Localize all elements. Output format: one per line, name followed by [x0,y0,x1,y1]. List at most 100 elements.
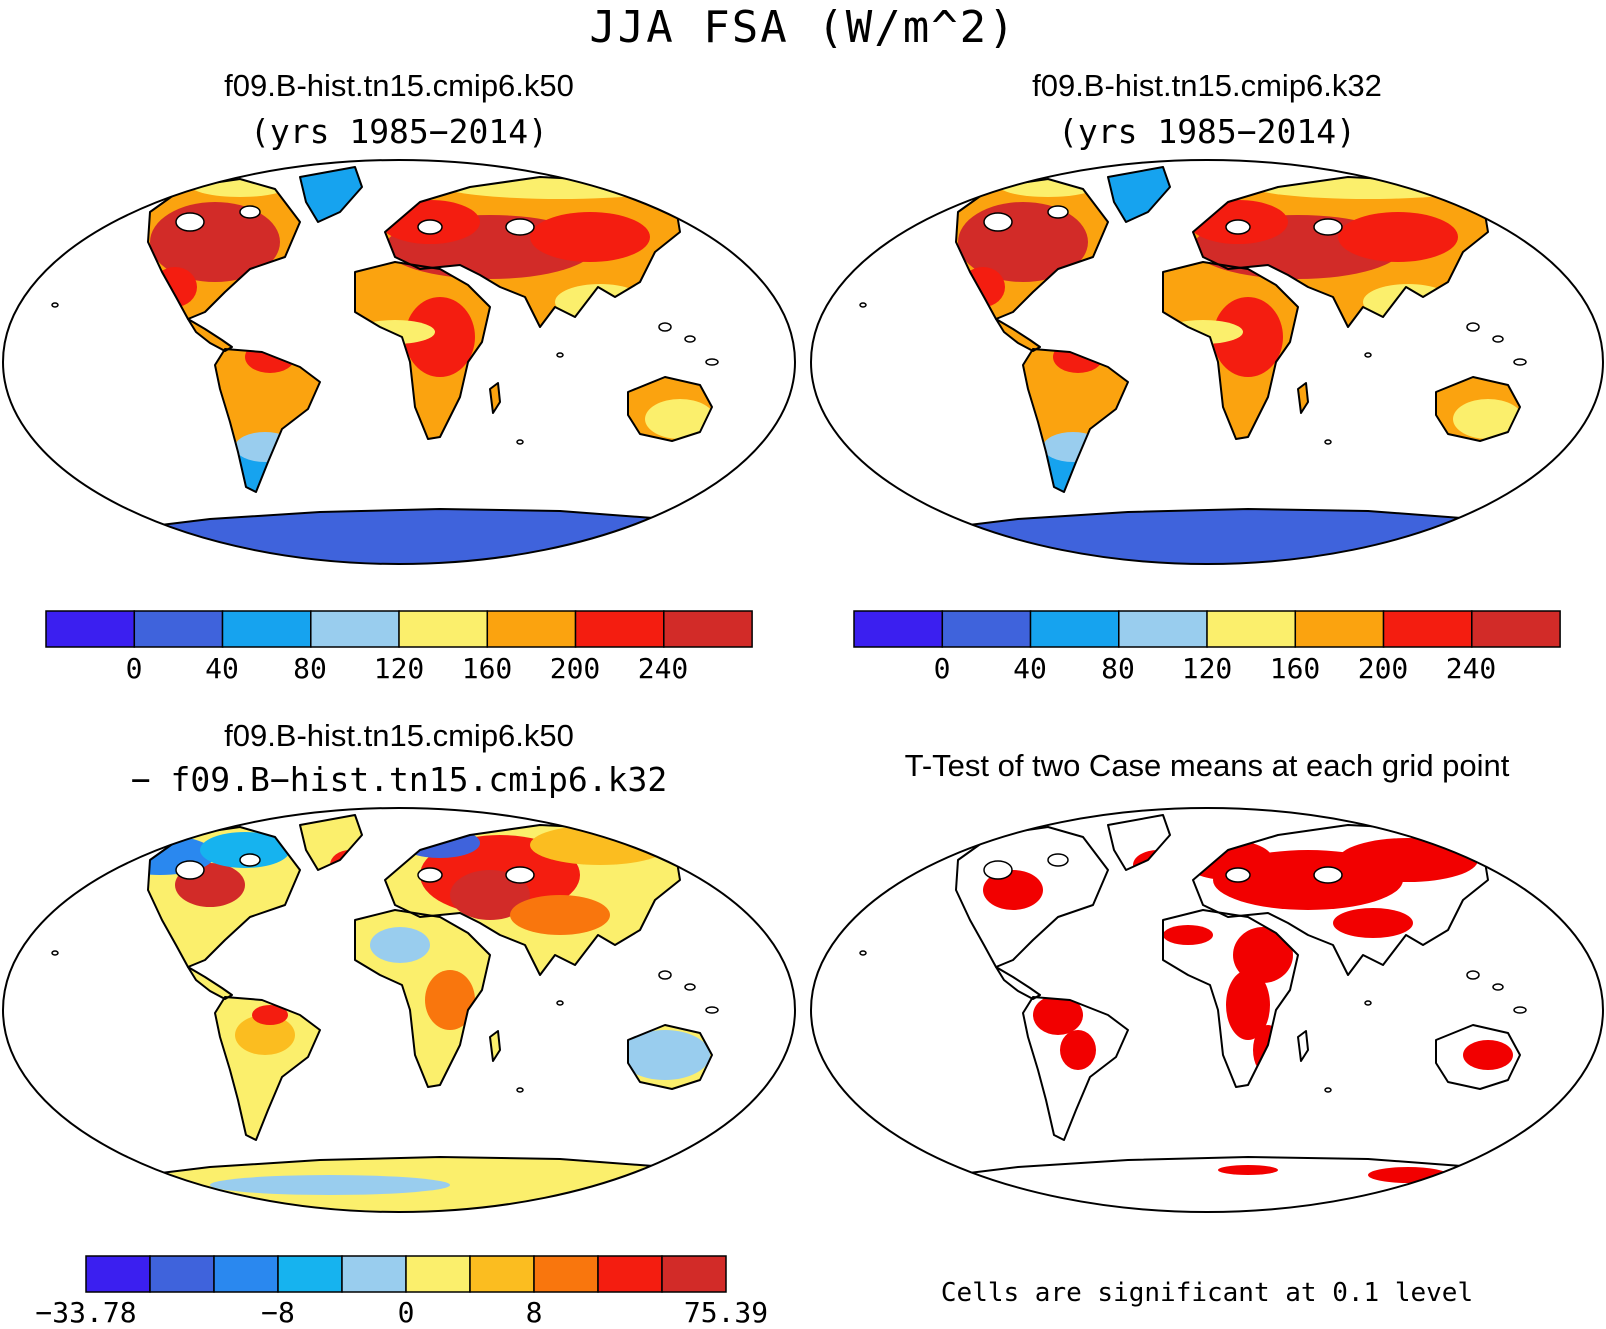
coastline-madagascar [1297,1030,1309,1062]
colorbar-swatch [574,610,665,648]
colorbar-tick: 0 [933,652,951,685]
panel-case2-title: f09.B-hist.tn15.cmip6.k32 [1032,68,1382,103]
island [1492,335,1504,343]
map-border [2,159,796,565]
lake [417,867,443,883]
significant-cells [1333,908,1413,938]
map-border [810,807,1604,1213]
coastline-africa [354,909,491,1088]
panel-diff-title: f09.B-hist.tn15.cmip6.k50 [224,718,574,753]
coastline-southAmerica [214,996,321,1141]
significant-cells [983,870,1043,910]
colorbar-tick: 200 [549,652,601,685]
coastline-madagascar [489,1030,501,1062]
lake [505,218,535,236]
significant-cells [1338,838,1478,882]
lake [1313,218,1343,236]
colorbar-case1 [45,610,753,648]
colorbar-tick: 40 [1013,652,1047,685]
figure-title: JJA FSA (W/m^2) [589,2,1017,53]
lake [417,219,443,235]
coastline-southAmerica [214,348,321,493]
significant-cells [1463,1040,1513,1070]
field-patch [425,970,475,1030]
significant-cells [1233,927,1293,983]
coastline-australia [1435,376,1521,442]
island [1549,469,1557,475]
colorbar-swatch [341,1255,407,1293]
panel-case2-subtitle: (yrs 1985−2014) [1057,112,1356,151]
colorbar-swatch [941,610,1032,648]
colorbar-swatch [405,1255,471,1293]
map-diff [2,807,796,1213]
colorbar-swatch [1118,610,1208,648]
map-border [810,159,1604,565]
colorbar-swatch [597,1255,663,1293]
colorbar-swatch [469,1255,535,1293]
lake [1047,853,1069,867]
coastline-antarctica [927,1156,1529,1212]
significant-cells [1060,1030,1096,1070]
island [556,1000,564,1006]
coastline-southAmerica [1022,996,1129,1141]
significant-cells [1033,995,1083,1035]
field-patch [210,1175,450,1195]
panel-diff-subtitle: − f09.B−hist.tn15.cmip6.k32 [130,760,668,799]
colorbar-swatch [85,1255,151,1293]
coastline-greenland [299,166,363,223]
colorbar-tick: 80 [293,652,327,685]
lake [983,860,1013,880]
coastline-southAmerica [1022,348,1129,493]
colorbar-tick: 120 [373,652,425,685]
panel-ttest-title: T-Test of two Case means at each grid po… [904,748,1510,783]
lake [1225,867,1251,883]
coastline-africa [354,261,491,440]
coastline-greenland [1107,166,1171,223]
field-patch [1213,297,1283,377]
island [658,970,672,980]
field-patch [1453,399,1523,439]
colorbar-swatch [853,610,944,648]
colorbar-swatch [310,610,400,648]
lake [1225,219,1251,235]
colorbar-tick: 160 [461,652,513,685]
colorbar-diff [85,1255,727,1293]
significant-cells [1226,970,1270,1040]
significant-cells [1218,1165,1278,1175]
field-patch [1338,212,1458,262]
island [1364,1000,1372,1006]
coastline-australia [627,1024,713,1090]
island [1364,352,1372,358]
island [705,1006,719,1014]
colorbar-tick: 120 [1181,652,1233,685]
colorbar-swatch [1294,610,1385,648]
panel-case1-subtitle: (yrs 1985−2014) [249,112,548,151]
coastline-northAmerica [147,178,301,320]
colorbar-swatch [221,610,312,648]
island [1324,439,1332,445]
colorbar-tick: 240 [637,652,689,685]
coastline-northAmerica [147,826,301,968]
lake [175,212,205,232]
island [741,469,749,475]
colorbar-swatch [1029,610,1120,648]
map-case2 [810,159,1604,565]
colorbar-case2-labels: 0 40 80 120 160 200 240 [854,652,1560,688]
greenland-field [300,167,362,222]
colorbar-tick: 75.39 [683,1296,769,1329]
lake [239,853,261,867]
colorbar-tick: 200 [1357,652,1409,685]
field-patch [370,927,430,963]
colorbar-tick: 80 [1101,652,1135,685]
lake [505,866,535,884]
field-patch [405,297,475,377]
colorbar-swatch [661,1255,727,1293]
island [1492,983,1504,991]
island [51,302,59,308]
field-patch [235,1015,295,1055]
colorbar-swatch [133,610,224,648]
coastline-australia [627,376,713,442]
colorbar-diff-labels: −33.78 −8 0 8 75.39 [35,1296,768,1329]
island [684,983,696,991]
map-ttest [810,807,1604,1213]
